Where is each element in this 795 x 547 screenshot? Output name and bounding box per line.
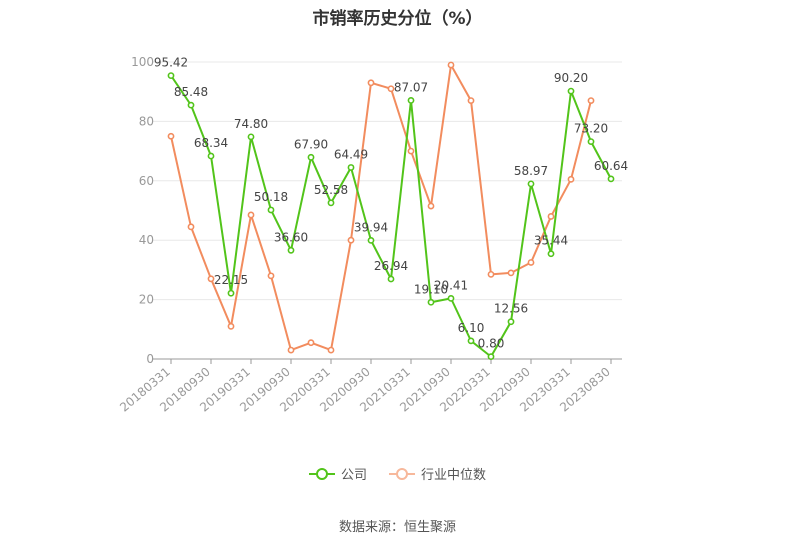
company-data-point <box>447 294 455 302</box>
industry-median-series-line <box>170 63 592 352</box>
industry-median-data-point <box>547 213 555 220</box>
y-tick-label: 80 <box>139 114 154 128</box>
legend-item-company[interactable]: 公司 <box>308 464 367 483</box>
legend-company-marker-icon <box>308 467 335 481</box>
company-data-point <box>487 353 495 361</box>
industry-median-data-point <box>367 79 375 87</box>
company-data-point <box>607 175 615 183</box>
data-source: 数据来源：恒生聚源 <box>338 520 456 535</box>
company-data-label: 26.94 <box>374 259 408 273</box>
legend-industry-marker-icon <box>389 467 415 481</box>
company-data-label: 68.34 <box>194 136 228 150</box>
company-data-label: 85.48 <box>174 85 208 99</box>
company-data-label: 12.56 <box>494 302 528 316</box>
chart-title: 市销率历史分位（%） <box>312 9 483 29</box>
company-data-point <box>187 101 195 109</box>
industry-median-data-point <box>327 346 335 354</box>
company-data-label: 50.18 <box>254 190 288 204</box>
industry-median-data-point <box>227 322 235 330</box>
company-data-point <box>407 97 415 104</box>
company-data-point <box>587 138 595 145</box>
y-tick-label: 100 <box>131 55 154 69</box>
legend: 公司 行业中位数 <box>0 464 795 483</box>
industry-median-data-point <box>347 236 355 244</box>
company-data-point <box>547 250 555 258</box>
company-data-label: 67.90 <box>294 137 328 151</box>
company-data-point <box>287 246 295 254</box>
company-data-label: 35.44 <box>534 234 568 248</box>
y-tick-label: 20 <box>139 293 154 307</box>
y-tick-label: 40 <box>139 233 154 247</box>
company-data-point <box>267 206 275 214</box>
company-data-label: 20.41 <box>434 278 468 292</box>
company-data-label: 64.49 <box>334 147 368 161</box>
industry-median-data-point <box>267 272 275 280</box>
company-data-point <box>167 72 175 80</box>
company-data-label: 60.64 <box>594 159 628 173</box>
company-data-label: 39.94 <box>354 220 388 234</box>
company-data-point <box>247 133 255 141</box>
industry-median-data-point <box>447 61 455 69</box>
company-data-label: 52.58 <box>314 183 348 197</box>
company-data-label: 90.20 <box>554 71 588 85</box>
y-tick-label: 60 <box>139 174 154 188</box>
legend-industry-median-label: 行业中位数 <box>421 468 487 483</box>
industry-median-data-point <box>387 85 395 93</box>
industry-median-data-point <box>407 147 415 155</box>
industry-median-data-point <box>167 132 175 140</box>
industry-median-data-point <box>527 259 535 266</box>
company-data-point <box>567 87 575 95</box>
industry-median-data-point <box>287 346 295 354</box>
company-data-label: 0.80 <box>478 337 505 351</box>
company-data-point <box>527 180 535 188</box>
industry-median-data-point <box>507 269 515 277</box>
company-data-label: 36.60 <box>274 230 308 244</box>
company-data-point <box>427 298 435 306</box>
industry-median-data-point <box>307 339 315 347</box>
company-data-point <box>327 199 335 207</box>
industry-median-data-point <box>207 275 215 283</box>
company-data-point <box>467 337 475 345</box>
company-data-label: 73.20 <box>574 122 608 136</box>
industry-median-data-point <box>187 223 195 231</box>
industry-median-data-point <box>467 97 475 105</box>
company-data-label: 95.42 <box>154 56 188 70</box>
company-data-label: 22.15 <box>214 273 248 287</box>
company-data-point <box>387 275 395 283</box>
legend-company-label: 公司 <box>340 468 367 483</box>
industry-median-data-point <box>247 211 255 219</box>
company-data-label: 19.10 <box>414 282 448 296</box>
y-tick-label: 0 <box>146 352 154 366</box>
industry-median-data-point <box>587 97 595 105</box>
industry-median-data-point <box>487 270 495 278</box>
company-data-point <box>347 164 355 171</box>
company-data-point <box>367 236 375 244</box>
company-data-label: 87.07 <box>394 80 428 94</box>
industry-median-data-point <box>567 175 575 183</box>
industry-median-data-point <box>427 202 435 210</box>
legend-item-industry-median[interactable]: 行业中位数 <box>389 464 486 483</box>
company-data-point <box>507 318 515 326</box>
company-data-point <box>227 289 235 297</box>
company-data-label: 58.97 <box>514 164 548 178</box>
company-data-label: 74.80 <box>234 117 268 131</box>
company-data-point <box>307 153 315 161</box>
company-data-label: 6.10 <box>458 321 485 335</box>
company-data-point <box>207 152 215 160</box>
